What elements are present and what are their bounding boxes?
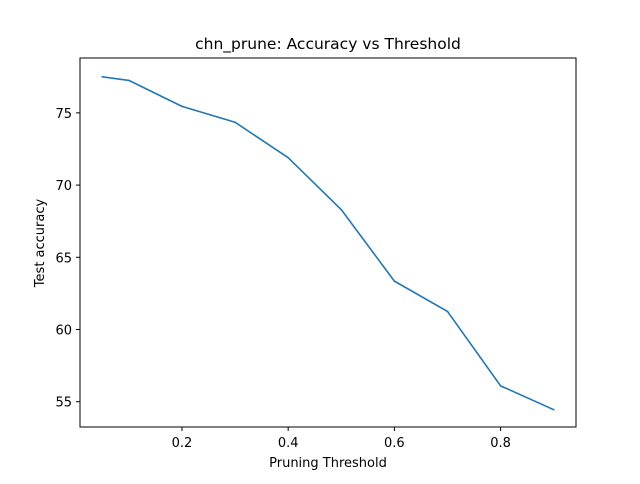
x-tick-label: 0.2 [172, 436, 193, 451]
y-axis-label: Test accuracy [33, 199, 48, 289]
data-point [499, 385, 502, 387]
data-point [552, 408, 555, 411]
y-tick-label: 65 [55, 251, 72, 266]
x-axis-label: Pruning Threshold [269, 456, 387, 471]
x-tick-label: 0.4 [278, 436, 299, 451]
chart-title: chn_prune: Accuracy vs Threshold [195, 35, 461, 54]
data-point [128, 79, 130, 82]
data-point [446, 310, 449, 313]
y-tick-label: 70 [55, 179, 72, 194]
data-point [181, 105, 183, 108]
y-axis-ticks: 55 60 65 70 75 [55, 107, 80, 411]
x-tick-label: 0.8 [490, 436, 511, 451]
x-tick-label: 0.6 [384, 436, 405, 451]
data-point [287, 156, 289, 159]
series-layer [101, 75, 555, 411]
data-point [393, 280, 396, 282]
data-point [234, 121, 236, 124]
y-tick-label: 55 [55, 396, 72, 411]
plot-area-frame [79, 57, 577, 428]
y-tick-label: 60 [55, 324, 72, 339]
data-point [340, 208, 343, 211]
y-tick-label: 75 [55, 107, 72, 122]
x-axis-ticks: 0.2 0.4 0.6 0.8 [172, 427, 511, 451]
data-point [101, 75, 104, 78]
series-line [101, 75, 555, 411]
